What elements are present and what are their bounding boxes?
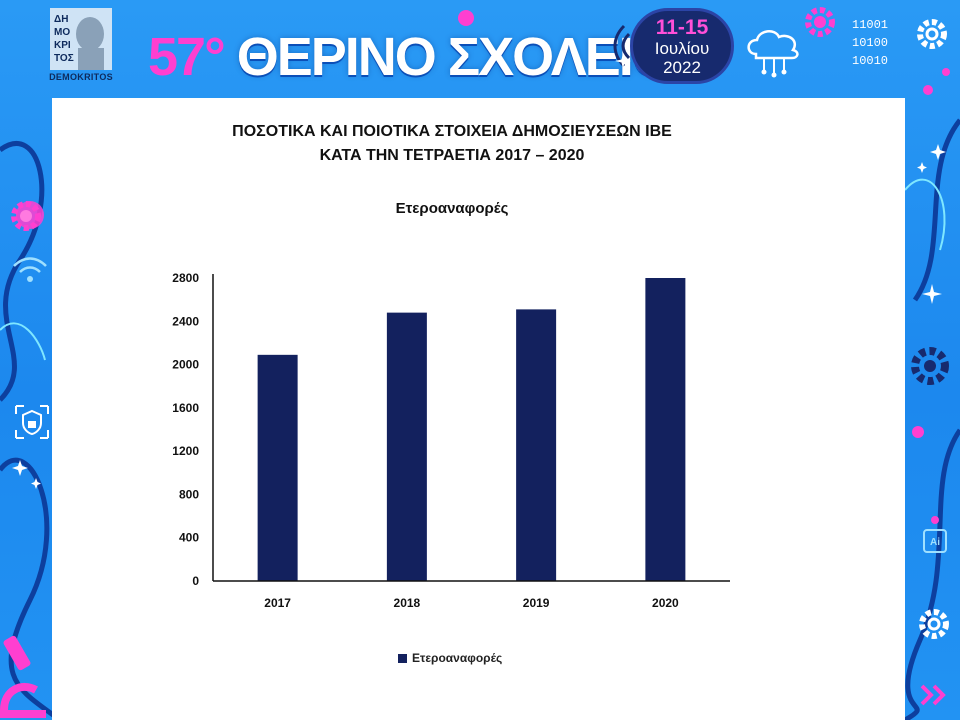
bar-chart: 0 400 800 1200 1600 2000 2400 2800 2017 2018 2019… (172, 271, 730, 610)
logo-line: ΤΟΣ (54, 53, 74, 64)
logo-line: ΔΗ (54, 14, 68, 25)
sparkle-icon (917, 144, 946, 173)
content-panel: ΠΟΣΟΤΙΚΑ ΚΑΙ ΠΟΙΟΤΙΚΑ ΣΤΟΙΧΕΙΑ ΔΗΜΟΣΙΕΥΣ… (52, 98, 905, 720)
date-days: 11-15 (655, 16, 709, 39)
x-tick-label: 2017 (264, 596, 291, 610)
cloud-network-icon (747, 30, 799, 78)
shield-lock-icon (15, 405, 49, 439)
date-badge: 11-15 Ιουλίου 2022 (630, 8, 734, 84)
x-tick-label: 2020 (652, 596, 679, 610)
gear-icon (917, 19, 947, 49)
ai-chip-icon: Ai (923, 529, 947, 553)
y-tick-label: 0 (192, 574, 199, 588)
legend-label: Ετεροαναφορές (412, 651, 503, 665)
sparkle-icon (922, 284, 942, 304)
chevrons-right-icon (920, 684, 946, 706)
chart-title: ΠΟΣΟΤΙΚΑ ΚΑΙ ΠΟΙΟΤΙΚΑ ΣΤΟΙΧΕΙΑ ΔΗΜΟΣΙΕΥΣ… (52, 120, 852, 168)
bar-2019 (516, 309, 557, 581)
sparkle-icon (12, 460, 41, 489)
y-tick-label: 2400 (172, 314, 199, 328)
y-tick-label: 1600 (172, 401, 199, 415)
gear-icon (911, 347, 949, 385)
chart-title-line-1: ΠΟΣΟΤΙΚΑ ΚΑΙ ΠΟΙΟΤΙΚΑ ΣΤΟΙΧΕΙΑ ΔΗΜΟΣΙΕΥΣ… (232, 123, 672, 140)
binary-line: 10010 (852, 54, 889, 68)
wifi-icon (13, 257, 47, 282)
logo-line: ΜΟ (54, 27, 70, 38)
binary-line: 11001 (852, 18, 889, 32)
x-tick-label: 2018 (394, 596, 421, 610)
bar-2018 (386, 312, 427, 581)
gear-icon (919, 609, 949, 639)
date-month: Ιουλίου (654, 39, 710, 58)
school-number: 57° (148, 27, 226, 87)
bar-2020 (645, 278, 686, 581)
x-tick-label: 2019 (523, 596, 550, 610)
binary-line: 10100 (852, 36, 889, 50)
chart-subtitle: Ετεροαναφορές (395, 200, 509, 217)
y-tick-label: 2800 (172, 271, 199, 285)
y-tick-label: 800 (179, 487, 199, 501)
legend-swatch (398, 653, 407, 663)
y-tick-label: 2000 (172, 358, 199, 372)
bar-2017 (257, 354, 298, 581)
logo-caption: DEMOKRITOS (49, 72, 113, 82)
demokritos-logo: ΔΗ ΜΟ ΚΡΙ ΤΟΣ DEMOKRITOS (46, 8, 116, 86)
gear-icon (805, 7, 835, 37)
date-year: 2022 (663, 58, 701, 77)
bar-series (257, 278, 686, 581)
gear-icon (11, 201, 41, 231)
y-tick-label: 400 (179, 531, 199, 545)
chart-legend: Ετεροαναφορές (398, 651, 502, 665)
school-title: 57° ΘΕΡΙΝΟ ΣΧΟΛΕΙΟ (148, 22, 674, 92)
x-axis-ticks: 2017 2018 2019 2020 (264, 596, 679, 610)
school-name: ΘΕΡΙΝΟ ΣΧΟΛΕΙΟ (236, 27, 674, 87)
svg-text:Ai: Ai (930, 537, 940, 548)
y-axis-ticks: 0 400 800 1200 1600 2000 2400 2800 (172, 271, 199, 588)
microscope-icon (0, 635, 46, 718)
y-tick-label: 1200 (172, 444, 199, 458)
chart-title-line-2: ΚΑΤΑ ΤΗΝ ΤΕΤΡΑΕΤΙΑ 2017 – 2020 (319, 147, 585, 164)
binary-readout: 11001 10100 10010 (852, 16, 902, 70)
logo-line: ΚΡΙ (54, 40, 71, 51)
logo-bust-icon: ΔΗ ΜΟ ΚΡΙ ΤΟΣ (50, 8, 112, 70)
